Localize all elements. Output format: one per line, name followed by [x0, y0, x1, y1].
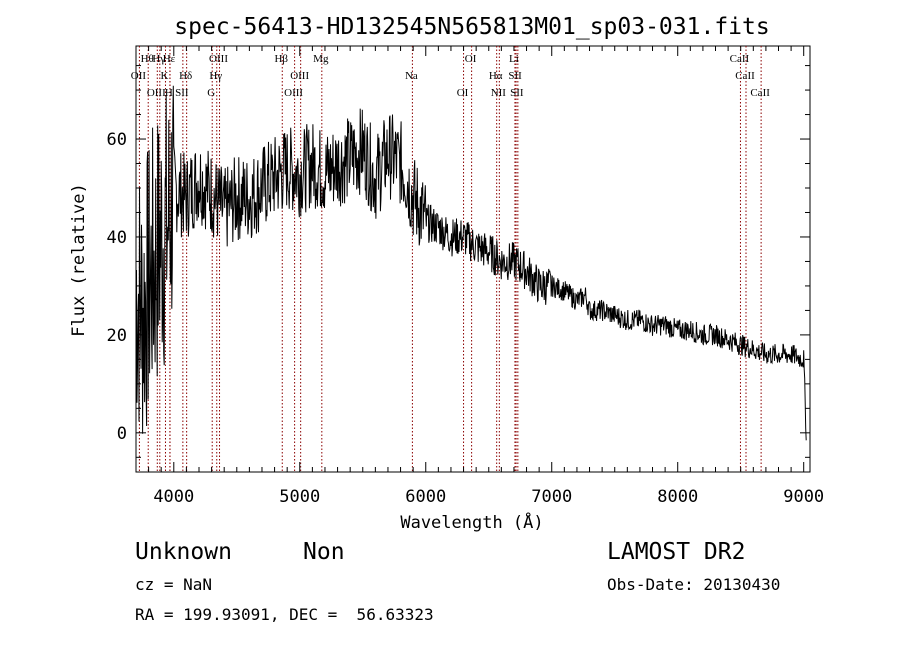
- y-axis-label: Flux (relative): [69, 183, 89, 337]
- marker-label: Li: [509, 53, 519, 65]
- spectral-subclass: Non: [303, 539, 345, 565]
- redshift-value: cz = NaN: [135, 575, 213, 594]
- observation-date: Obs-Date: 20130430: [607, 575, 781, 594]
- x-tick-label: 7000: [531, 487, 572, 507]
- marker-label: SII: [508, 70, 522, 82]
- spectrum-line: [135, 85, 807, 441]
- marker-lines: [138, 46, 762, 472]
- survey-name: LAMOST DR2: [607, 539, 746, 565]
- marker-label: Hθ: [141, 53, 154, 65]
- chart-title: spec-56413-HD132545N565813M01_sp03-031.f…: [174, 14, 769, 40]
- marker-label: OII: [131, 70, 147, 82]
- marker-label: CaII: [730, 53, 750, 65]
- x-tick-label: 8000: [657, 487, 698, 507]
- marker-label: Hε: [163, 53, 176, 65]
- marker-label: SII: [510, 87, 524, 99]
- y-tick-label: 40: [107, 228, 127, 248]
- marker-label: G: [207, 87, 215, 99]
- marker-label: H: [165, 87, 173, 99]
- x-axis-label: Wavelength (Å): [400, 511, 543, 533]
- x-axis: 4000 5000 6000 7000 8000 9000: [135, 46, 824, 507]
- y-tick-label: 0: [117, 424, 127, 444]
- marker-label: Hγ: [209, 70, 222, 82]
- marker-label: NII: [491, 87, 507, 99]
- marker-label: OIII: [147, 87, 166, 99]
- marker-label: Hγ: [152, 53, 165, 65]
- spectrum-series: [135, 85, 807, 441]
- y-tick-label: 60: [107, 130, 127, 150]
- x-tick-label: 9000: [783, 487, 824, 507]
- plot-border: [135, 45, 811, 473]
- marker-label: Hδ: [179, 70, 192, 82]
- marker-label: OI: [465, 53, 477, 65]
- marker-label: OIII: [290, 70, 309, 82]
- marker-labels: HθOIIOIIIHεKHHγHδSIIOIIIHγGHβOIIIOIIIMgN…: [131, 53, 770, 99]
- marker-label: Hα: [489, 70, 503, 82]
- marker-label: CaII: [750, 87, 770, 99]
- y-tick-label: 20: [107, 326, 127, 346]
- marker-label: Hβ: [274, 53, 288, 65]
- marker-label: Na: [405, 70, 418, 82]
- marker-label: SII: [175, 87, 189, 99]
- marker-label: OIII: [209, 53, 228, 65]
- marker-label: CaII: [735, 70, 755, 82]
- plot-frame: [135, 45, 811, 473]
- marker-label: OI: [457, 87, 469, 99]
- marker-label: K: [161, 70, 169, 82]
- marker-label: Mg: [313, 53, 329, 65]
- marker-label: OIII: [284, 87, 303, 99]
- x-tick-label: 4000: [153, 487, 194, 507]
- x-tick-label: 6000: [405, 487, 446, 507]
- y-axis: 0 20 40 60: [107, 65, 810, 458]
- coordinates: RA = 199.93091, DEC = 56.63323: [135, 605, 434, 624]
- x-tick-label: 5000: [279, 487, 320, 507]
- spectral-class: Unknown: [135, 539, 232, 565]
